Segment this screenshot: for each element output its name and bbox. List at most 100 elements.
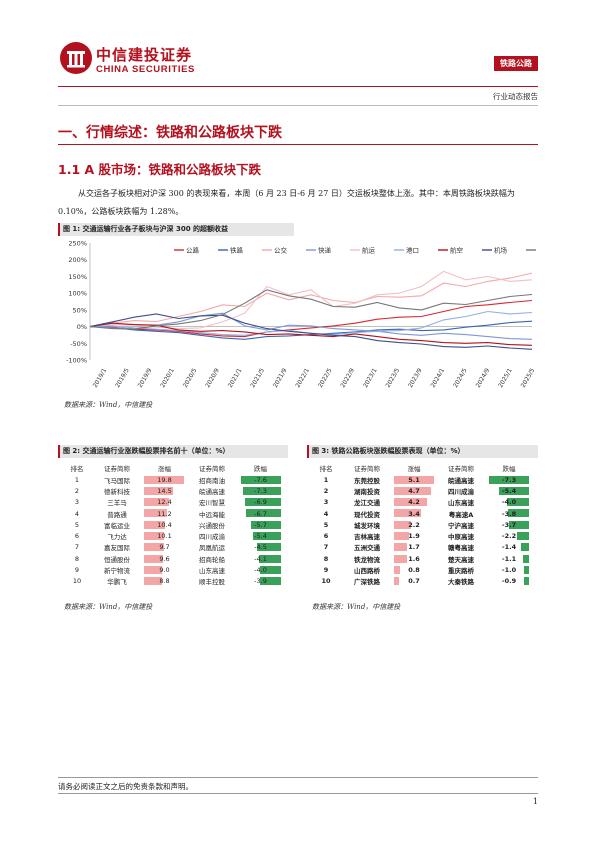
figure3-title: 图 3: 铁路公路板块涨跌幅股票表现（单位：%）: [307, 445, 538, 458]
loss-bar: [259, 554, 281, 563]
gain-bar: [394, 498, 427, 507]
y-tick-label: -50%: [70, 340, 87, 348]
gain-bar: [144, 498, 170, 507]
col-rank: 排名: [319, 465, 333, 473]
loss-bar: [251, 520, 281, 529]
table-row: 3 龙江交通 4.2 山东高速 -4.0: [310, 497, 532, 508]
x-tick-label: 2022/9: [339, 367, 356, 389]
rank-cell: 1: [74, 475, 80, 484]
loss-cell: -5.4: [486, 485, 532, 496]
report-header: 中信建投证券 CHINA SECURITIES 铁路公路: [58, 40, 538, 86]
y-tick-label: 50%: [73, 306, 87, 314]
col-rank: 排名: [70, 465, 84, 473]
loser-name-cell: 招商轮船: [199, 555, 225, 564]
gain-value: 4.7: [408, 486, 420, 495]
rank-cell: 3: [74, 498, 80, 507]
gain-cell: 2.2: [392, 519, 436, 530]
loss-value: -2.2: [501, 532, 517, 541]
loss-bar: [252, 531, 281, 540]
legend-label: 航运: [362, 246, 376, 255]
loss-bar: [244, 498, 281, 507]
gain-value: 9.0: [159, 566, 170, 575]
x-tick-label: 2020/1: [159, 367, 176, 389]
gainer-name-cell: 飞力达: [107, 533, 127, 542]
brand-name-en: CHINA SECURITIES: [96, 64, 195, 75]
series-line-公路: [89, 299, 533, 338]
gainer-name-cell: 广深铁路: [354, 578, 380, 587]
x-tick-label: 2019/5: [114, 367, 131, 389]
y-tick-label: 100%: [68, 290, 87, 298]
gain-cell: 9.0: [142, 564, 187, 575]
table-row: 1 飞马国际 19.8 招商南油 -7.6: [62, 474, 284, 485]
gain-bar: [144, 509, 167, 518]
gainer-name-cell: 新宁物流: [104, 567, 130, 576]
table-row: 6 飞力达 10.1 四川成渝 -5.4: [62, 530, 284, 541]
excess-return-line-chart: 250% 200% 150% 100% 50% 0% -50% -100% 2019/1 2019…: [66, 240, 536, 390]
table-row: 6 吉林高速 1.9 中原高速 -2.2: [310, 530, 532, 541]
rank-cell: 6: [323, 532, 329, 541]
x-tick-label: 2024/9: [475, 367, 492, 389]
figure1-title: 图 1: 交通运输行业各子板块与沪深 300 的超额收益: [58, 223, 294, 236]
loss-value: -5.4: [254, 532, 267, 541]
gain-value: 10.4: [157, 520, 172, 529]
rank-cell: 6: [74, 532, 80, 541]
legend-label: 公路: [186, 246, 200, 255]
loss-cell: -4.5: [237, 542, 284, 553]
series-line-快递: [89, 312, 533, 340]
gain-value: 11.2: [157, 509, 172, 518]
legend-label: 航空: [450, 246, 464, 255]
loss-cell: -4.1: [237, 553, 284, 564]
series-line-机场: [89, 313, 533, 350]
gain-cell: 12.4: [142, 497, 187, 508]
table-header-row: 排名 证券简称 涨幅 证券简称 跌幅: [62, 462, 284, 474]
table-row: 4 普路通 11.2 中远海能 -6.7: [62, 508, 284, 519]
table-row: 8 恒通股份 9.6 招商轮船 -4.1: [62, 553, 284, 564]
x-tick-label: 2023/1: [362, 367, 379, 389]
loss-bar: [245, 509, 281, 518]
x-tick-label: 2022/5: [317, 367, 334, 389]
gain-bar: [144, 531, 165, 540]
gain-value: 8.8: [159, 577, 170, 586]
subheader-divider: [58, 105, 538, 106]
x-tick-label: 2019/9: [137, 367, 154, 389]
loss-bar: [260, 577, 281, 586]
loss-value: -3.9: [254, 577, 267, 586]
col-down: 跌幅: [502, 465, 516, 473]
figure2-source: 数据来源：Wind，中信建投: [64, 603, 153, 611]
gainer-name-cell: 吉林高速: [354, 533, 380, 542]
gainer-name-cell: 嘉友国际: [104, 544, 130, 553]
table-row: 10 华鹏飞 8.8 顺丰控股 -3.9: [62, 576, 284, 587]
table-row: 10 广深铁路 0.7 大秦铁路 -0.9: [310, 576, 532, 587]
loss-cell: -1.4: [486, 542, 532, 553]
gain-cell: 3.4: [392, 508, 436, 519]
section-heading: 一、行情综述：铁路和公路板块下跌: [58, 125, 282, 141]
loss-bar: [489, 475, 529, 484]
col-up: 涨幅: [407, 465, 421, 473]
y-tick-label: 200%: [68, 256, 87, 264]
loss-value: -1.1: [501, 554, 517, 563]
loss-cell: -6.9: [237, 497, 284, 508]
gainer-name-cell: 飞马国际: [104, 476, 130, 485]
loss-value: -4.0: [501, 498, 517, 507]
legend-label: 机场: [494, 246, 508, 255]
loser-name-cell: 大秦铁路: [448, 578, 474, 587]
loss-value: -5.7: [254, 520, 267, 529]
loser-name-cell: 招商南油: [199, 476, 225, 485]
x-tick-label: 2022/1: [294, 367, 311, 389]
y-tick-label: 250%: [68, 240, 87, 248]
col-down-name: 证券简称: [199, 465, 225, 473]
loss-bar: [507, 498, 529, 507]
brand-name-cn: 中信建投证券: [96, 46, 193, 64]
loss-value: -7.6: [254, 475, 267, 484]
legend-label: 铁路: [230, 246, 244, 255]
gainer-name-cell: 现代投资: [354, 510, 380, 519]
rank-cell: 2: [323, 486, 329, 495]
loss-cell: -4.0: [237, 564, 284, 575]
x-tick-label: 2025/1: [497, 367, 514, 389]
loss-bar: [242, 486, 281, 495]
loss-bar: [499, 486, 529, 495]
loser-name-cell: 中远海能: [199, 510, 225, 519]
loss-value: -4.0: [254, 566, 267, 575]
gain-value: 3.4: [408, 509, 420, 518]
loser-name-cell: 山东高速: [448, 499, 474, 508]
